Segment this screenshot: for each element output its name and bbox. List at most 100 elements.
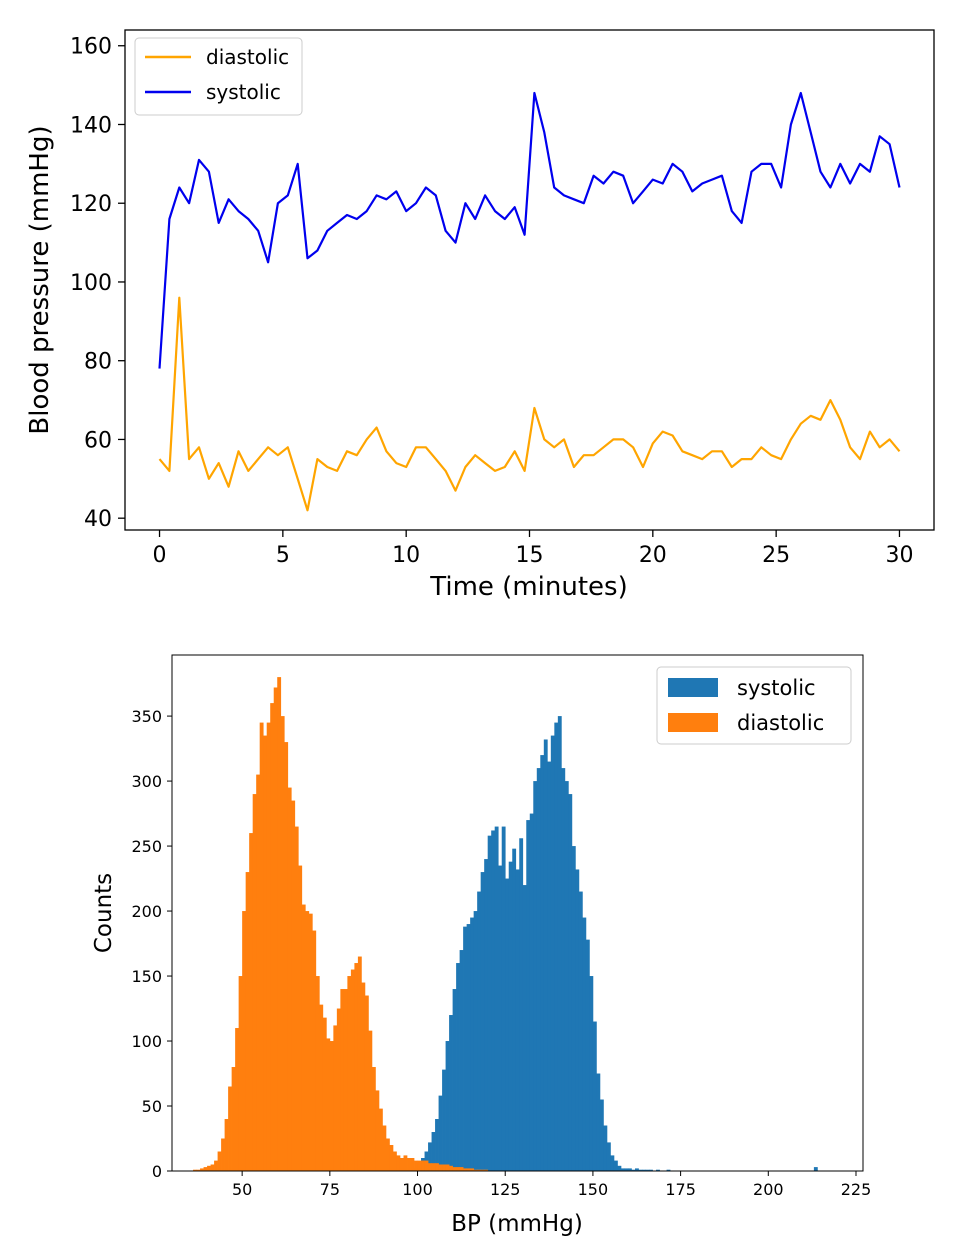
top-legend-label-systolic: systolic <box>206 80 281 104</box>
hist-bar-diastolic <box>322 1017 327 1171</box>
hist-bar-systolic <box>564 781 569 1171</box>
bottom-x-tick-label: 100 <box>402 1180 433 1199</box>
hist-bar-systolic <box>491 830 496 1171</box>
top-x-tick-label: 25 <box>762 543 790 568</box>
bottom-y-tick-label: 50 <box>142 1097 162 1116</box>
hist-bar-systolic <box>484 859 489 1171</box>
hist-bar-diastolic <box>361 982 366 1171</box>
hist-bar-diastolic <box>329 1041 334 1171</box>
hist-bar-systolic <box>561 768 566 1171</box>
hist-bar-diastolic <box>308 913 313 1171</box>
hist-bar-diastolic <box>343 989 348 1171</box>
hist-bar-systolic <box>610 1155 615 1171</box>
hist-bar-diastolic <box>287 787 292 1171</box>
hist-bar-diastolic <box>273 687 278 1171</box>
hist-bar-systolic <box>645 1169 650 1171</box>
top-x-tick-label: 15 <box>516 543 544 568</box>
hist-bar-diastolic <box>252 794 257 1171</box>
hist-bar-diastolic <box>221 1138 225 1171</box>
hist-bar-diastolic <box>368 1030 373 1171</box>
hist-bar-diastolic <box>392 1151 397 1171</box>
hist-bar-systolic <box>666 1169 671 1171</box>
hist-bar-systolic <box>522 885 527 1171</box>
hist-bar-systolic <box>459 950 464 1171</box>
top-y-tick-label: 120 <box>70 192 112 217</box>
hist-bar-diastolic <box>242 911 247 1171</box>
hist-bar-diastolic <box>277 677 282 1171</box>
bottom-x-tick-label: 75 <box>320 1180 340 1199</box>
top-x-tick-label: 0 <box>153 543 167 568</box>
hist-bar-diastolic <box>378 1108 383 1171</box>
hist-bar-diastolic <box>259 722 264 1171</box>
hist-bar-systolic <box>813 1167 818 1171</box>
bottom-y-tick-label: 200 <box>131 902 162 921</box>
hist-bar-systolic <box>529 813 534 1171</box>
hist-bar-diastolic <box>382 1125 387 1171</box>
hist-bar-diastolic <box>200 1168 204 1171</box>
hist-bar-systolic <box>515 869 520 1171</box>
top-y-tick-label: 160 <box>70 35 112 60</box>
hist-bar-systolic <box>428 1142 432 1171</box>
hist-bar-systolic <box>575 869 580 1171</box>
hist-bar-diastolic <box>291 800 296 1171</box>
hist-bar-systolic <box>540 755 545 1171</box>
hist-bar-systolic <box>456 963 460 1171</box>
bottom-legend-swatch-systolic <box>668 678 718 697</box>
hist-bar-diastolic <box>340 989 345 1171</box>
hist-bar-diastolic <box>315 976 320 1171</box>
hist-bar-systolic <box>571 846 576 1171</box>
hist-bar-diastolic <box>298 865 303 1171</box>
bottom-x-tick-label: 175 <box>665 1180 696 1199</box>
top-y-tick-label: 80 <box>84 350 112 375</box>
hist-bar-systolic <box>508 861 513 1171</box>
hist-bar-systolic <box>480 872 485 1171</box>
hist-bar-systolic <box>505 878 510 1171</box>
hist-bar-diastolic <box>480 1169 485 1171</box>
hist-bar-systolic <box>498 865 503 1171</box>
hist-bar-diastolic <box>350 969 355 1171</box>
hist-bar-diastolic <box>445 1164 450 1171</box>
hist-bar-diastolic <box>238 976 243 1171</box>
hist-bar-diastolic <box>438 1164 443 1171</box>
bottom-x-tick-label: 50 <box>232 1180 252 1199</box>
hist-bar-systolic <box>599 1099 604 1171</box>
hist-bar-systolic <box>617 1165 622 1171</box>
hist-bar-systolic <box>473 911 478 1171</box>
hist-bar-diastolic <box>305 911 310 1171</box>
top-y-tick-label: 100 <box>70 271 112 296</box>
hist-bar-diastolic <box>459 1167 464 1171</box>
hist-bar-diastolic <box>407 1158 411 1171</box>
hist-bar-diastolic <box>210 1164 215 1171</box>
hist-bar-systolic <box>445 1041 450 1171</box>
bottom-legend-swatch-diastolic <box>668 713 718 732</box>
hist-bar-systolic <box>438 1095 443 1171</box>
hist-bar-systolic <box>463 926 467 1171</box>
bottom-legend: systolic diastolic <box>656 666 852 745</box>
bottom-plot-frame <box>171 654 864 1172</box>
hist-bar-systolic <box>624 1168 629 1171</box>
top-y-tick-label: 140 <box>70 113 112 138</box>
hist-bar-systolic <box>554 722 559 1171</box>
hist-bar-diastolic <box>375 1090 380 1171</box>
hist-bar-diastolic <box>312 930 317 1171</box>
hist-bar-diastolic <box>473 1169 478 1171</box>
hist-bar-systolic <box>550 735 555 1171</box>
hist-bar-systolic <box>578 891 583 1171</box>
top-legend-label-diastolic: diastolic <box>206 45 289 69</box>
hist-bar-diastolic <box>431 1163 436 1171</box>
hist-bar-systolic <box>519 838 524 1171</box>
series-line-diastolic <box>158 296 901 512</box>
bottom-x-tick-label: 200 <box>753 1180 784 1199</box>
hist-bar-systolic <box>642 1169 646 1171</box>
bottom-x-tick-label: 125 <box>490 1180 521 1199</box>
hist-bar-systolic <box>494 826 499 1171</box>
hist-bar-diastolic <box>249 833 254 1171</box>
hist-bar-diastolic <box>294 826 299 1171</box>
hist-bar-diastolic <box>301 904 306 1171</box>
hist-bar-diastolic <box>333 1025 338 1171</box>
top-y-tick-label: 60 <box>84 428 112 453</box>
hist-bar-systolic <box>533 781 538 1171</box>
hist-bar-systolic <box>631 1169 636 1171</box>
hist-bar-diastolic <box>385 1138 390 1171</box>
hist-bar-diastolic <box>266 722 271 1171</box>
